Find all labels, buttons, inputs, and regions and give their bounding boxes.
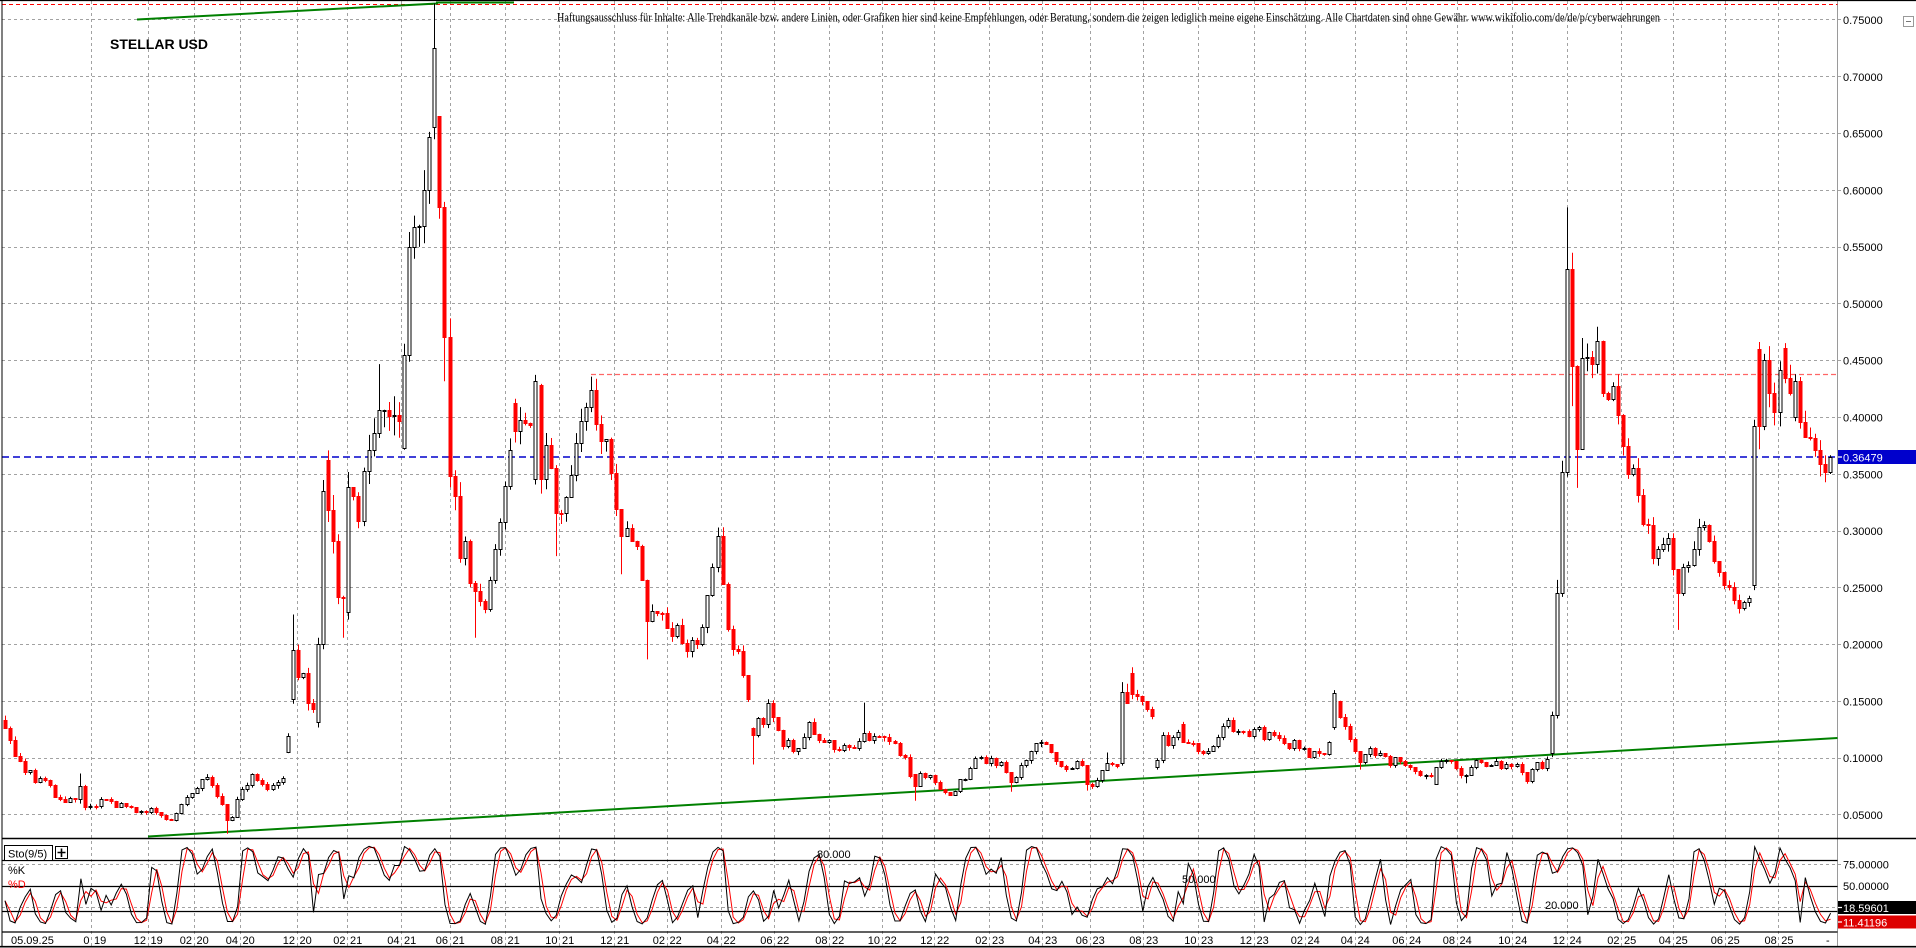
svg-text:0.05000: 0.05000 xyxy=(1843,810,1883,822)
svg-text:24: 24 xyxy=(1358,935,1370,947)
svg-text:12: 12 xyxy=(283,935,295,947)
svg-text:04: 04 xyxy=(226,935,238,947)
svg-text:22: 22 xyxy=(777,935,789,947)
svg-text:04: 04 xyxy=(1659,935,1671,947)
svg-text:24: 24 xyxy=(1515,935,1527,947)
svg-text:04: 04 xyxy=(1028,935,1040,947)
svg-text:23: 23 xyxy=(1093,935,1105,947)
svg-text:25: 25 xyxy=(1781,935,1793,947)
svg-text:08: 08 xyxy=(1129,935,1141,947)
svg-text:21: 21 xyxy=(404,935,416,947)
svg-text:04: 04 xyxy=(707,935,719,947)
svg-text:21: 21 xyxy=(453,935,465,947)
svg-text:06: 06 xyxy=(1076,935,1088,947)
svg-text:0.36479: 0.36479 xyxy=(1843,453,1883,465)
svg-text:0.40000: 0.40000 xyxy=(1843,413,1883,425)
svg-text:23: 23 xyxy=(1146,935,1158,947)
svg-text:19: 19 xyxy=(151,935,163,947)
svg-text:25: 25 xyxy=(1676,935,1688,947)
svg-text:02: 02 xyxy=(975,935,987,947)
svg-text:08: 08 xyxy=(1443,935,1455,947)
svg-text:75.00000: 75.00000 xyxy=(1843,860,1889,872)
svg-text:80.000: 80.000 xyxy=(817,849,851,861)
svg-text:22: 22 xyxy=(670,935,682,947)
svg-text:12: 12 xyxy=(920,935,932,947)
svg-text:04: 04 xyxy=(1341,935,1353,947)
svg-text:%D: %D xyxy=(8,879,26,891)
svg-text:10: 10 xyxy=(868,935,880,947)
svg-text:06: 06 xyxy=(436,935,448,947)
svg-text:12: 12 xyxy=(1240,935,1252,947)
svg-text:0.15000: 0.15000 xyxy=(1843,696,1883,708)
svg-text:12: 12 xyxy=(1553,935,1565,947)
svg-text:20: 20 xyxy=(300,935,312,947)
svg-text:20.000: 20.000 xyxy=(1545,900,1579,912)
svg-text:0.10000: 0.10000 xyxy=(1843,753,1883,765)
svg-text:STELLAR USD: STELLAR USD xyxy=(110,36,208,52)
svg-text:0.50000: 0.50000 xyxy=(1843,299,1883,311)
svg-text:25: 25 xyxy=(1624,935,1636,947)
svg-text:%K: %K xyxy=(8,865,26,877)
svg-text:20: 20 xyxy=(243,935,255,947)
svg-text:02: 02 xyxy=(1291,935,1303,947)
svg-text:10: 10 xyxy=(1498,935,1510,947)
svg-text:50.000: 50.000 xyxy=(1182,874,1216,886)
svg-text:0: 0 xyxy=(83,935,89,947)
svg-text:21: 21 xyxy=(617,935,629,947)
svg-text:02: 02 xyxy=(1607,935,1619,947)
svg-text:11.41196: 11.41196 xyxy=(1843,918,1887,930)
svg-text:23: 23 xyxy=(1201,935,1213,947)
svg-text:10: 10 xyxy=(1184,935,1196,947)
svg-text:08: 08 xyxy=(491,935,503,947)
svg-text:Haftungsausschluss für Inhalte: Haftungsausschluss für Inhalte: Alle Tre… xyxy=(557,11,1661,25)
svg-text:05.09.25: 05.09.25 xyxy=(11,935,54,947)
svg-text:0.25000: 0.25000 xyxy=(1843,583,1883,595)
svg-text:24: 24 xyxy=(1570,935,1582,947)
svg-text:06: 06 xyxy=(1392,935,1404,947)
svg-text:24: 24 xyxy=(1460,935,1472,947)
svg-text:0.45000: 0.45000 xyxy=(1843,356,1883,368)
svg-text:19: 19 xyxy=(94,935,106,947)
svg-text:0.70000: 0.70000 xyxy=(1843,72,1883,84)
svg-text:18.59601: 18.59601 xyxy=(1843,903,1889,915)
svg-text:50.00000: 50.00000 xyxy=(1843,881,1889,893)
svg-text:0.35000: 0.35000 xyxy=(1843,469,1883,481)
svg-text:22: 22 xyxy=(937,935,949,947)
svg-text:08: 08 xyxy=(815,935,827,947)
svg-text:21: 21 xyxy=(350,935,362,947)
svg-text:23: 23 xyxy=(1257,935,1269,947)
svg-text:02: 02 xyxy=(653,935,665,947)
svg-text:21: 21 xyxy=(508,935,520,947)
svg-text:21: 21 xyxy=(562,935,574,947)
svg-text:Sto(9/5): Sto(9/5) xyxy=(8,849,47,861)
svg-text:12: 12 xyxy=(600,935,612,947)
svg-text:08: 08 xyxy=(1765,935,1777,947)
svg-text:02: 02 xyxy=(180,935,192,947)
svg-text:04: 04 xyxy=(387,935,399,947)
svg-text:0.30000: 0.30000 xyxy=(1843,526,1883,538)
svg-text:0.60000: 0.60000 xyxy=(1843,185,1883,197)
svg-text:0.75000: 0.75000 xyxy=(1843,15,1883,27)
svg-text:24: 24 xyxy=(1409,935,1421,947)
svg-text:23: 23 xyxy=(1045,935,1057,947)
svg-text:10: 10 xyxy=(545,935,557,947)
svg-text:-: - xyxy=(1826,935,1830,947)
svg-text:20: 20 xyxy=(197,935,209,947)
svg-text:23: 23 xyxy=(992,935,1004,947)
svg-text:06: 06 xyxy=(1711,935,1723,947)
svg-text:0.55000: 0.55000 xyxy=(1843,242,1883,254)
svg-text:06: 06 xyxy=(760,935,772,947)
svg-text:12: 12 xyxy=(134,935,146,947)
svg-text:0.65000: 0.65000 xyxy=(1843,129,1883,141)
svg-text:22: 22 xyxy=(885,935,897,947)
svg-text:25: 25 xyxy=(1728,935,1740,947)
svg-text:02: 02 xyxy=(333,935,345,947)
svg-text:24: 24 xyxy=(1308,935,1320,947)
svg-text:0.20000: 0.20000 xyxy=(1843,640,1883,652)
svg-text:22: 22 xyxy=(724,935,736,947)
svg-text:22: 22 xyxy=(832,935,844,947)
